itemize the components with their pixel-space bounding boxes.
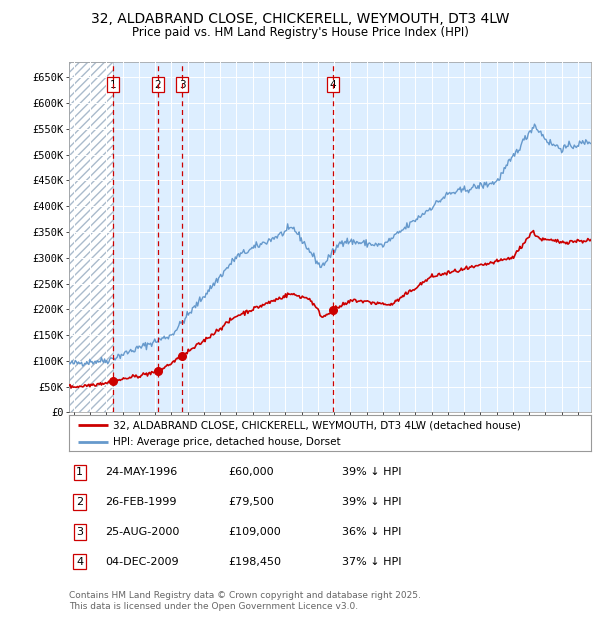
Text: 3: 3 xyxy=(179,80,185,90)
Text: 24-MAY-1996: 24-MAY-1996 xyxy=(105,467,177,477)
Text: 25-AUG-2000: 25-AUG-2000 xyxy=(105,527,179,537)
Text: 26-FEB-1999: 26-FEB-1999 xyxy=(105,497,176,507)
Text: 32, ALDABRAND CLOSE, CHICKERELL, WEYMOUTH, DT3 4LW (detached house): 32, ALDABRAND CLOSE, CHICKERELL, WEYMOUT… xyxy=(113,420,521,430)
Text: 2: 2 xyxy=(76,497,83,507)
Text: HPI: Average price, detached house, Dorset: HPI: Average price, detached house, Dors… xyxy=(113,437,341,448)
Text: £198,450: £198,450 xyxy=(228,557,281,567)
Text: Price paid vs. HM Land Registry's House Price Index (HPI): Price paid vs. HM Land Registry's House … xyxy=(131,26,469,39)
Text: 32, ALDABRAND CLOSE, CHICKERELL, WEYMOUTH, DT3 4LW: 32, ALDABRAND CLOSE, CHICKERELL, WEYMOUT… xyxy=(91,12,509,27)
Text: 4: 4 xyxy=(76,557,83,567)
Text: £60,000: £60,000 xyxy=(228,467,274,477)
Text: 4: 4 xyxy=(329,80,336,90)
Bar xyxy=(69,62,113,412)
Text: 04-DEC-2009: 04-DEC-2009 xyxy=(105,557,179,567)
Text: 37% ↓ HPI: 37% ↓ HPI xyxy=(342,557,401,567)
Bar xyxy=(69,62,113,412)
Text: 36% ↓ HPI: 36% ↓ HPI xyxy=(342,527,401,537)
Text: 2: 2 xyxy=(154,80,161,90)
Text: £79,500: £79,500 xyxy=(228,497,274,507)
Text: 1: 1 xyxy=(109,80,116,90)
Text: £109,000: £109,000 xyxy=(228,527,281,537)
Text: Contains HM Land Registry data © Crown copyright and database right 2025.
This d: Contains HM Land Registry data © Crown c… xyxy=(69,591,421,611)
Text: 1: 1 xyxy=(76,467,83,477)
Text: 39% ↓ HPI: 39% ↓ HPI xyxy=(342,467,401,477)
Text: 39% ↓ HPI: 39% ↓ HPI xyxy=(342,497,401,507)
Text: 3: 3 xyxy=(76,527,83,537)
